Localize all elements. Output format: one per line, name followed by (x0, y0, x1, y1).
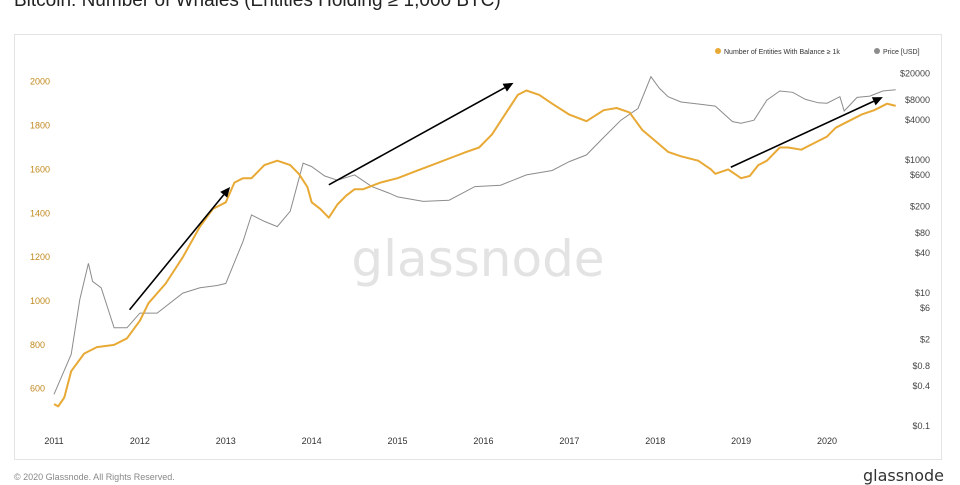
left-tick-label-600: 600 (30, 384, 45, 394)
trend-arrow-line-2 (730, 100, 875, 168)
trend-arrow-line-0 (128, 194, 225, 311)
trend-arrow-line-1 (328, 86, 506, 186)
right-tick-label-11: $0.8 (912, 361, 930, 371)
left-tick-label-1600: 1600 (30, 164, 50, 174)
right-axis: $20000 $8000 $4000 $1000 $600 $200 $80 $40 $10 $6… (900, 69, 930, 431)
left-tick-label-1400: 1400 (30, 208, 50, 218)
right-tick-label-1: $8000 (905, 95, 930, 105)
x-axis: 2011 2012 2013 2014 2015 2016 2017 2018 2019 2020 (44, 436, 837, 446)
x-tick-label-2013: 2013 (216, 436, 236, 446)
right-tick-label-6: $80 (915, 228, 930, 238)
right-tick-label-4: $600 (910, 170, 930, 180)
right-tick-label-3: $1000 (905, 155, 930, 165)
right-tick-label-2: $4000 (905, 115, 930, 125)
x-tick-label-2012: 2012 (130, 436, 150, 446)
footer-logo-text: glassnode (862, 466, 944, 485)
left-tick-label-1200: 1200 (30, 252, 50, 262)
trend-arrow-head-1 (502, 82, 514, 92)
copyright-text: © 2020 Glassnode. All Rights Reserved. (14, 472, 175, 482)
legend: Number of Entities With Balance ≥ 1k Pri… (715, 48, 920, 56)
chart-card (14, 34, 942, 460)
trend-arrow-head-0 (220, 186, 231, 198)
right-tick-label-10: $2 (920, 335, 930, 345)
left-tick-label-1800: 1800 (30, 121, 50, 131)
right-tick-label-5: $200 (910, 202, 930, 212)
legend-marker-price (874, 48, 880, 54)
right-tick-label-0: $20000 (900, 69, 930, 79)
x-tick-label-2014: 2014 (302, 436, 322, 446)
x-tick-label-2019: 2019 (731, 436, 751, 446)
x-tick-label-2018: 2018 (645, 436, 665, 446)
price-series-line (53, 75, 896, 395)
chart-title: Bitcoin: Number of Whales (Entities Hold… (14, 0, 501, 11)
trend-arrow-head-2 (871, 97, 883, 106)
legend-label-price: Price [USD] (883, 49, 920, 56)
trend-arrows (128, 82, 883, 311)
x-tick-label-2015: 2015 (388, 436, 408, 446)
legend-label-whales: Number of Entities With Balance ≥ 1k (724, 49, 840, 56)
right-tick-label-7: $40 (915, 248, 930, 258)
legend-marker-whales (715, 48, 721, 54)
left-tick-label-1000: 1000 (30, 296, 50, 306)
left-tick-label-2000: 2000 (30, 77, 50, 87)
right-tick-label-12: $0.4 (912, 381, 930, 391)
right-tick-label-8: $10 (915, 288, 930, 298)
watermark: glassnode (351, 230, 604, 288)
right-tick-label-9: $6 (920, 303, 930, 313)
whales-series-line (53, 89, 896, 408)
left-axis: 600 800 1000 1200 1400 1600 1800 2000 (30, 77, 50, 394)
x-tick-label-2016: 2016 (473, 436, 493, 446)
left-tick-label-800: 800 (30, 340, 45, 350)
x-tick-label-2020: 2020 (817, 436, 837, 446)
right-tick-label-13: $0.1 (912, 421, 930, 431)
x-tick-label-2011: 2011 (44, 436, 63, 446)
x-tick-label-2017: 2017 (559, 436, 579, 446)
